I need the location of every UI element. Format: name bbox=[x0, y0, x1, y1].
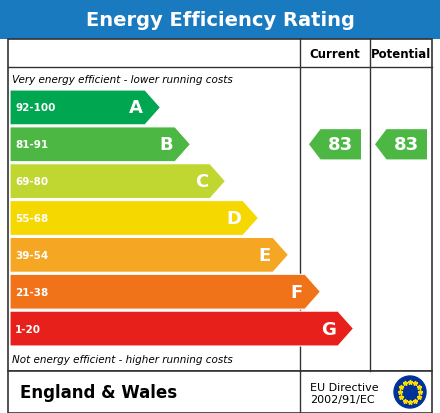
Text: 2002/91/EC: 2002/91/EC bbox=[310, 394, 374, 404]
Text: Not energy efficient - higher running costs: Not energy efficient - higher running co… bbox=[12, 354, 233, 364]
Text: Very energy efficient - lower running costs: Very energy efficient - lower running co… bbox=[12, 75, 233, 85]
Text: C: C bbox=[195, 173, 208, 191]
Text: 21-38: 21-38 bbox=[15, 287, 48, 297]
Polygon shape bbox=[10, 275, 320, 309]
Polygon shape bbox=[10, 238, 289, 273]
Text: 83: 83 bbox=[393, 136, 418, 154]
Bar bbox=[8, 371, 432, 413]
Text: 92-100: 92-100 bbox=[15, 103, 55, 113]
Text: D: D bbox=[226, 209, 241, 228]
Bar bbox=[0, 0, 440, 40]
Text: EU Directive: EU Directive bbox=[310, 382, 379, 392]
Circle shape bbox=[394, 376, 426, 408]
Polygon shape bbox=[375, 130, 427, 160]
Text: F: F bbox=[291, 283, 303, 301]
Polygon shape bbox=[10, 91, 161, 126]
Polygon shape bbox=[309, 130, 361, 160]
Text: B: B bbox=[159, 136, 173, 154]
Text: 39-54: 39-54 bbox=[15, 250, 48, 260]
Text: 55-68: 55-68 bbox=[15, 214, 48, 223]
Text: Current: Current bbox=[310, 47, 360, 60]
Text: Energy Efficiency Rating: Energy Efficiency Rating bbox=[85, 10, 355, 29]
Text: 69-80: 69-80 bbox=[15, 177, 48, 187]
Polygon shape bbox=[10, 164, 225, 199]
Polygon shape bbox=[10, 128, 191, 162]
Text: A: A bbox=[129, 99, 143, 117]
Text: England & Wales: England & Wales bbox=[20, 383, 177, 401]
Text: E: E bbox=[259, 246, 271, 264]
Text: G: G bbox=[321, 320, 336, 338]
Text: 81-91: 81-91 bbox=[15, 140, 48, 150]
Polygon shape bbox=[10, 311, 353, 346]
Text: Potential: Potential bbox=[371, 47, 431, 60]
Bar bbox=[8, 40, 432, 371]
Text: 83: 83 bbox=[327, 136, 352, 154]
Text: 1-20: 1-20 bbox=[15, 324, 41, 334]
Polygon shape bbox=[10, 201, 258, 236]
